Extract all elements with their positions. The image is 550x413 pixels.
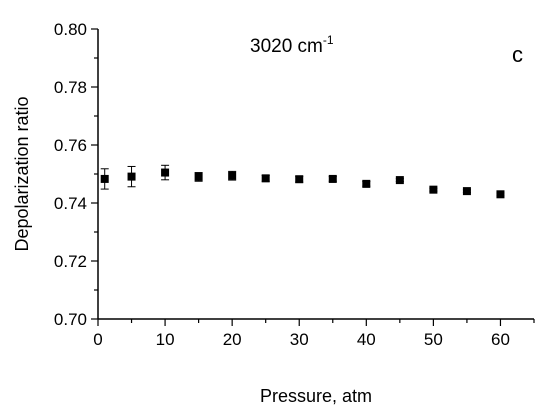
data-point (261, 174, 270, 183)
data-point (228, 171, 237, 180)
wavenumber-annotation-superscript: -1 (323, 33, 334, 47)
y-tick-label: 0.76 (54, 136, 87, 155)
wavenumber-annotation: 3020 cm-1 (250, 33, 334, 57)
data-point (362, 179, 371, 188)
data-point (100, 174, 109, 183)
x-axis-title: Pressure, atm (260, 386, 372, 406)
data-points (100, 168, 505, 199)
y-tick-label: 0.78 (54, 78, 87, 97)
y-axis-title: Depolarization ratio (12, 96, 32, 251)
plot-axes (91, 28, 535, 326)
x-tick-label: 10 (156, 330, 175, 349)
data-point (429, 185, 438, 194)
data-point (161, 168, 170, 177)
tick-labels: 0 10 20 30 40 50 60 0.70 0.72 0.74 0.76 0.78 0.80 (54, 20, 510, 349)
data-point (496, 190, 505, 199)
panel-label: c (512, 42, 523, 67)
data-point (462, 187, 471, 196)
y-tick-label: 0.80 (54, 20, 87, 39)
wavenumber-annotation-text: 3020 cm (250, 36, 323, 57)
y-tick-label: 0.70 (54, 310, 87, 329)
x-tick-label: 50 (424, 330, 443, 349)
x-tick-label: 20 (223, 330, 242, 349)
x-tick-label: 0 (93, 330, 102, 349)
data-point (295, 175, 304, 184)
x-tick-label: 30 (290, 330, 309, 349)
data-point (395, 176, 404, 185)
x-tick-label: 60 (491, 330, 510, 349)
y-tick-label: 0.72 (54, 252, 87, 271)
data-point (194, 172, 203, 181)
x-tick-label: 40 (357, 330, 376, 349)
data-point (127, 172, 136, 181)
y-tick-label: 0.74 (54, 194, 87, 213)
data-point (328, 174, 337, 183)
